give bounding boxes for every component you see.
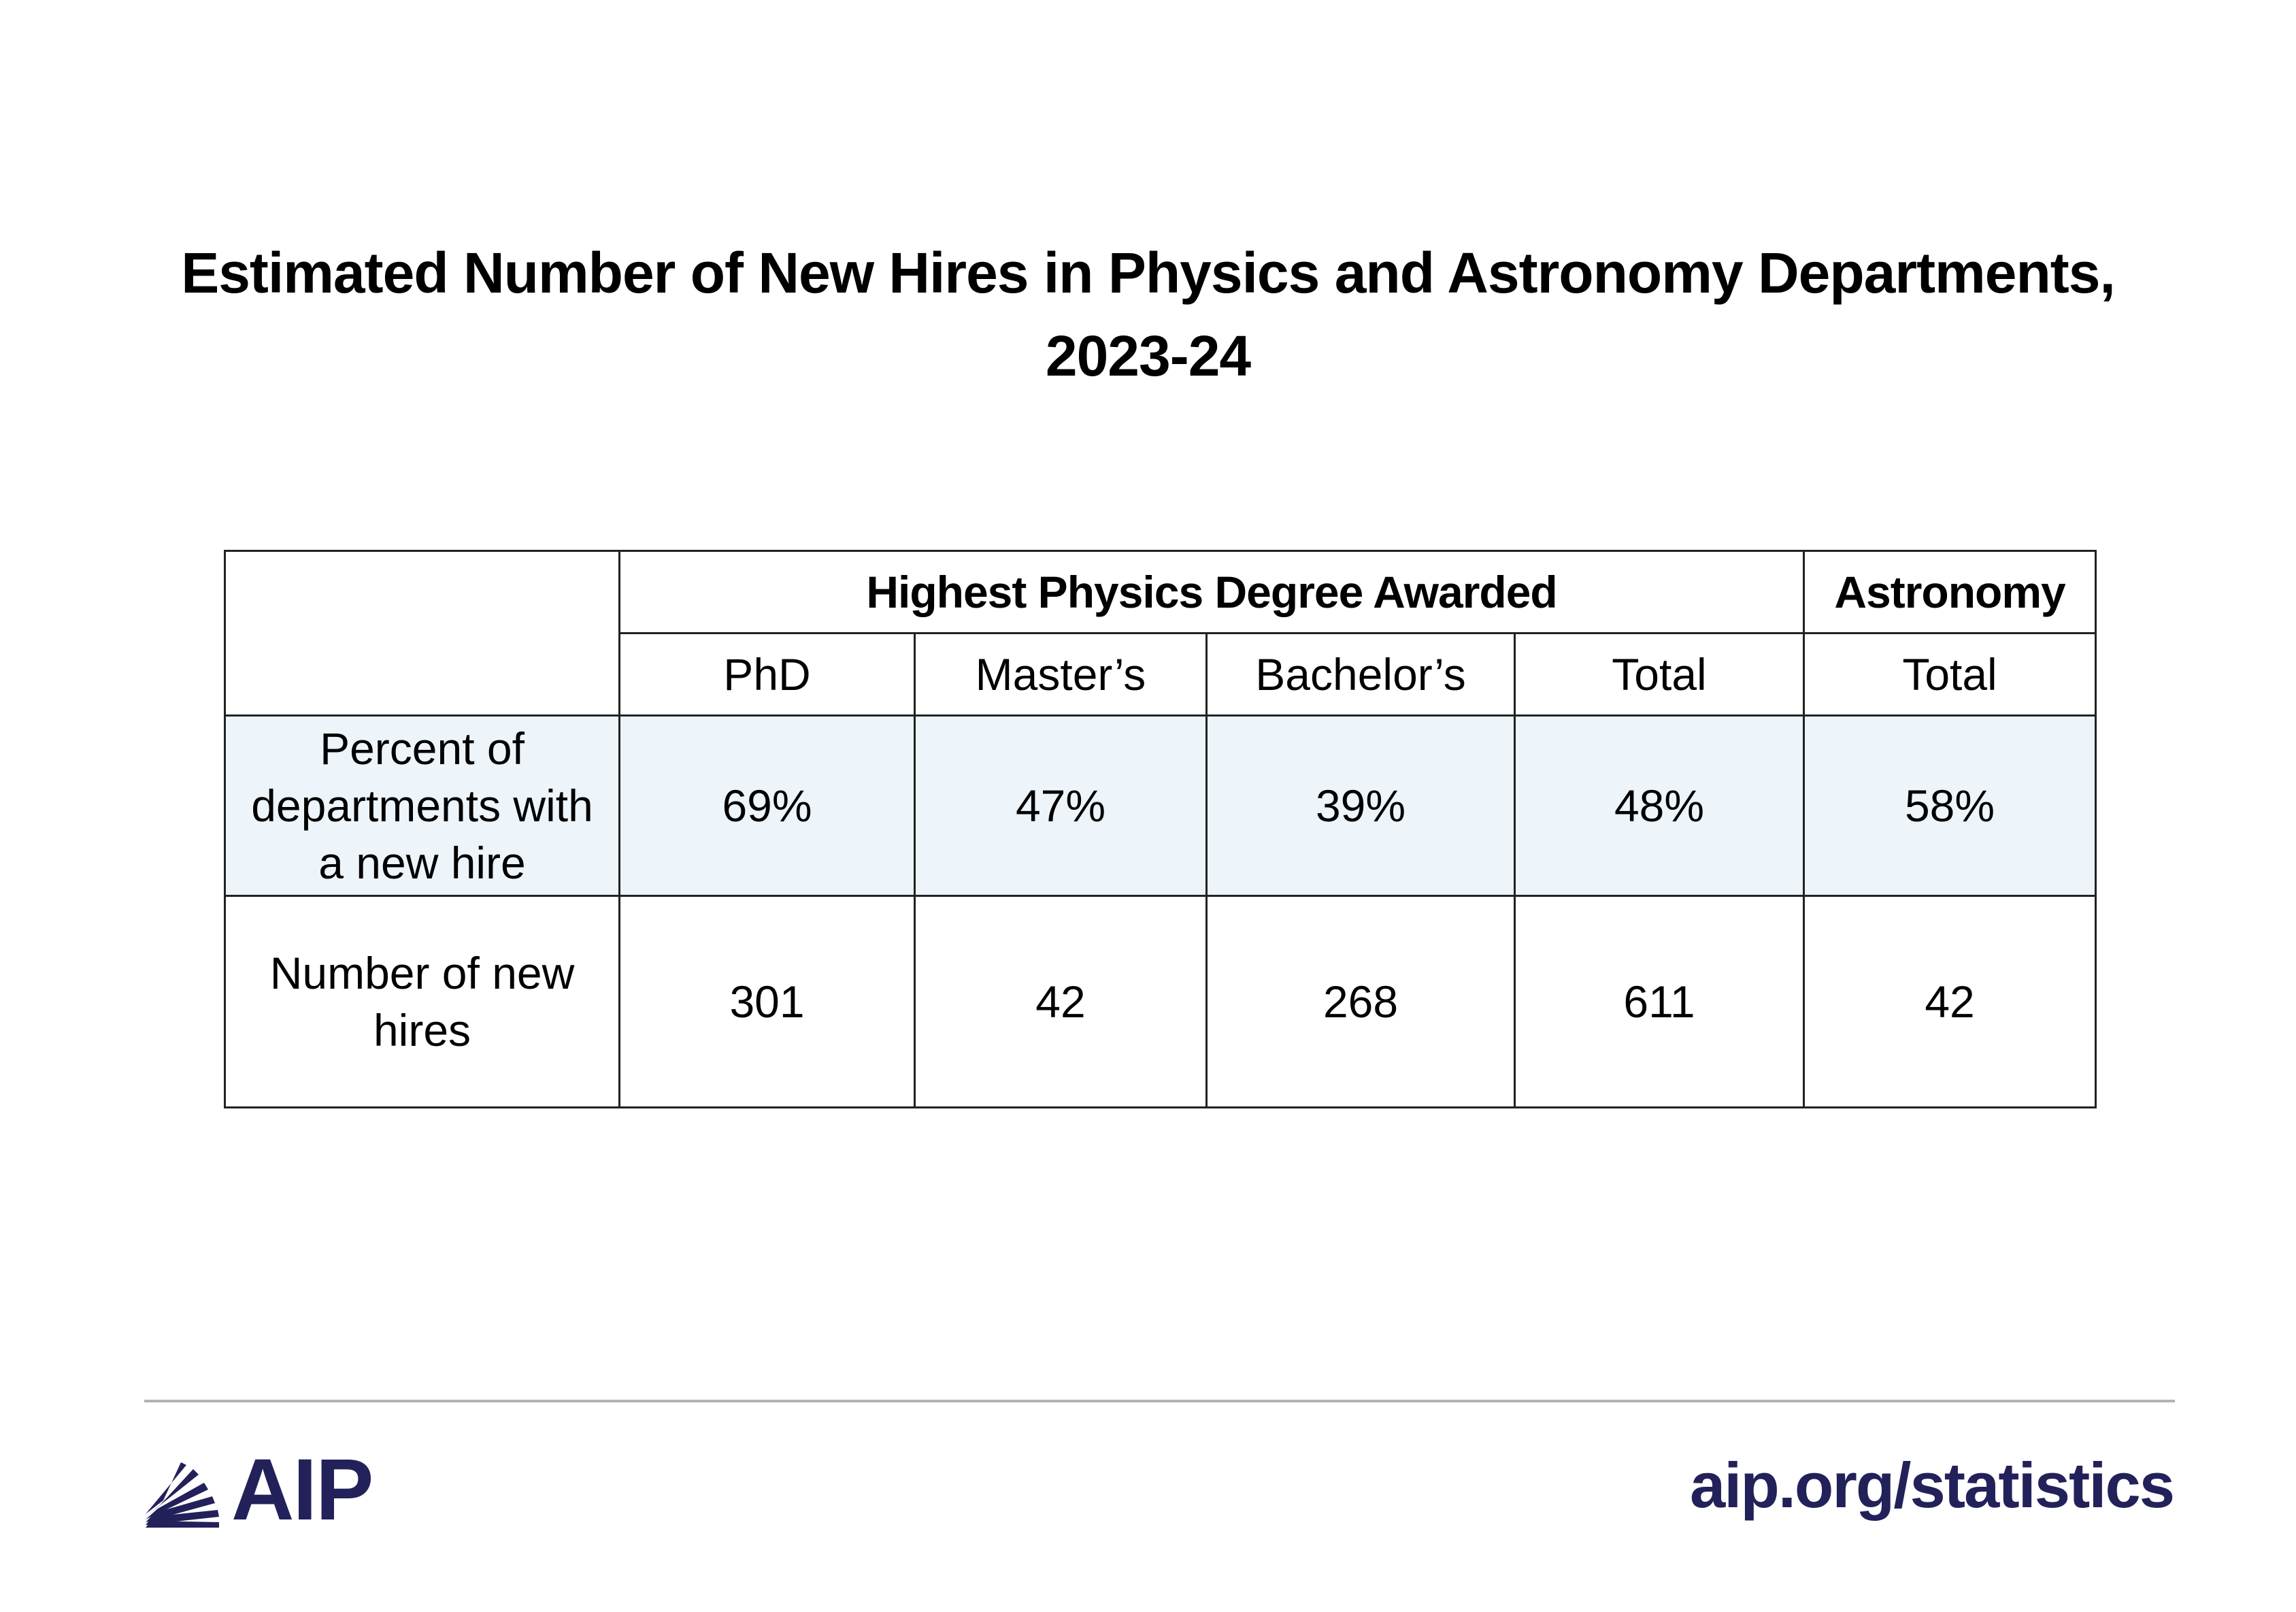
- header-row-groups: Highest Physics Degree Awarded Astronomy: [224, 550, 2097, 717]
- row-label-number: Number of new hires: [224, 895, 620, 1108]
- corner-cell: [224, 550, 620, 717]
- column-header-physics-total: Total: [1513, 632, 1806, 717]
- column-header-phd: PhD: [618, 632, 916, 717]
- row-label-line: departments with: [251, 780, 593, 831]
- chart-title: Estimated Number of New Hires in Physics…: [0, 231, 2296, 397]
- site-url[interactable]: aip.org/statistics: [1690, 1449, 2175, 1521]
- cell-number-astronomy-total: 42: [1803, 895, 2097, 1108]
- row-label-line: Percent of: [320, 723, 525, 774]
- group-header-physics: Highest Physics Degree Awarded: [618, 550, 1806, 634]
- cell-percent-physics-total: 48%: [1513, 714, 1806, 897]
- cell-number-masters: 42: [914, 895, 1208, 1108]
- row-label-line: a new hire: [318, 838, 526, 888]
- chart-title-line-2: 2023-24: [1045, 324, 1251, 388]
- cell-percent-phd: 69%: [618, 714, 916, 897]
- footer-divider: [144, 1400, 2175, 1402]
- row-label-line: Number of new: [269, 948, 575, 998]
- group-header-astronomy: Astronomy: [1803, 550, 2097, 634]
- cell-number-physics-total: 611: [1513, 895, 1806, 1108]
- aip-rays-logo-icon: [146, 1462, 219, 1528]
- logo-text: AIP: [231, 1441, 373, 1539]
- header-row-columns: PhD Master’s Bachelor’s Total Total: [225, 632, 2097, 717]
- column-header-bachelors: Bachelor’s: [1205, 632, 1516, 717]
- cell-percent-bachelors: 39%: [1205, 714, 1516, 897]
- table-row-number: Number of new hires 301 42 268 611 42: [224, 895, 2097, 1108]
- cell-number-phd: 301: [618, 895, 916, 1108]
- cell-percent-masters: 47%: [914, 714, 1208, 897]
- chart-title-line-1: Estimated Number of New Hires in Physics…: [181, 241, 2116, 305]
- column-header-masters: Master’s: [914, 632, 1208, 717]
- new-hires-table: Highest Physics Degree Awarded Astronomy…: [224, 550, 2097, 1108]
- cell-percent-astronomy-total: 58%: [1803, 714, 2097, 897]
- aip-logo: AIP: [146, 1441, 373, 1539]
- table-row-percent: Percent of departments with a new hire 6…: [224, 714, 2097, 897]
- cell-number-bachelors: 268: [1205, 895, 1516, 1108]
- row-label-line: hires: [373, 1005, 471, 1055]
- column-header-astronomy-total: Total: [1803, 632, 2097, 717]
- row-label-percent: Percent of departments with a new hire: [224, 714, 620, 897]
